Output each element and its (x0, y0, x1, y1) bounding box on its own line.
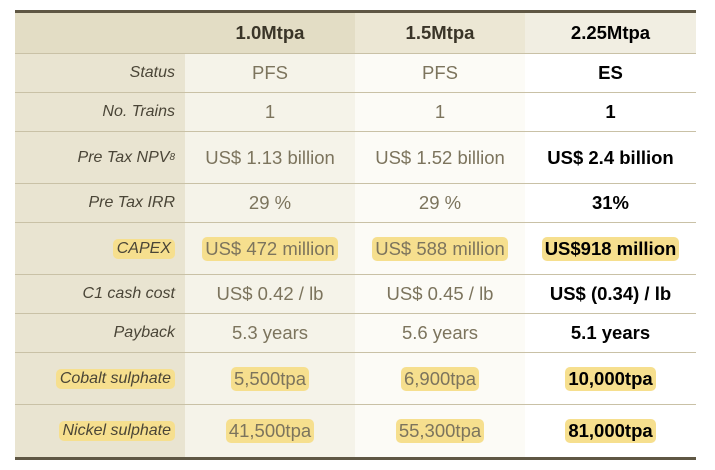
row-label: Pre Tax IRR (15, 184, 185, 222)
table-cell: 41,500tpa (185, 405, 355, 457)
row-label: No. Trains (15, 93, 185, 131)
table-cell: US$918 million (525, 223, 696, 274)
highlighted-label: Nickel sulphate (58, 421, 175, 441)
table-cell: US$ 1.52 billion (355, 132, 525, 183)
row-label: Status (15, 54, 185, 92)
table-cell: US$ (0.34) / lb (525, 275, 696, 313)
table-cell: ES (525, 54, 696, 92)
table-cell: 6,900tpa (355, 353, 525, 404)
table-cell: US$ 472 million (185, 223, 355, 274)
table-cell: 5.3 years (185, 314, 355, 352)
row-label: Nickel sulphate (15, 405, 185, 457)
table-row-capex: CAPEX US$ 472 million US$ 588 million US… (15, 223, 696, 275)
table-row-trains: No. Trains 1 1 1 (15, 93, 696, 132)
table-cell: 5,500tpa (185, 353, 355, 404)
column-header-1: 1.0Mtpa (185, 13, 355, 53)
table-row-irr: Pre Tax IRR 29 % 29 % 31% (15, 184, 696, 223)
table-cell: 1 (525, 93, 696, 131)
table-row-payback: Payback 5.3 years 5.6 years 5.1 years (15, 314, 696, 353)
header-corner (15, 13, 185, 53)
table-cell: 29 % (185, 184, 355, 222)
column-header-3: 2.25Mtpa (525, 13, 696, 53)
row-label-text: Pre Tax NPV (77, 148, 170, 166)
table-cell: PFS (355, 54, 525, 92)
highlighted-value: US$918 million (541, 236, 680, 261)
table-cell: 29 % (355, 184, 525, 222)
comparison-table: 1.0Mtpa 1.5Mtpa 2.25Mtpa Status PFS PFS … (15, 10, 696, 460)
table-cell: 1 (185, 93, 355, 131)
highlighted-value: 5,500tpa (230, 366, 309, 391)
table-row-c1-cost: C1 cash cost US$ 0.42 / lb US$ 0.45 / lb… (15, 275, 696, 314)
table-cell: 5.1 years (525, 314, 696, 352)
highlighted-value: 81,000tpa (565, 419, 656, 443)
table-row-nickel: Nickel sulphate 41,500tpa 55,300tpa 81,0… (15, 405, 696, 457)
highlighted-value: 55,300tpa (395, 419, 485, 443)
table-cell: 5.6 years (355, 314, 525, 352)
table-cell: 31% (525, 184, 696, 222)
table-row-cobalt: Cobalt sulphate 5,500tpa 6,900tpa 10,000… (15, 353, 696, 405)
row-label-subscript: 8 (169, 152, 175, 163)
highlighted-value: 10,000tpa (565, 366, 656, 391)
row-label: C1 cash cost (15, 275, 185, 313)
table-cell: US$ 2.4 billion (525, 132, 696, 183)
table-cell: 1 (355, 93, 525, 131)
table-cell: 10,000tpa (525, 353, 696, 404)
table-row-status: Status PFS PFS ES (15, 54, 696, 93)
table-cell: 55,300tpa (355, 405, 525, 457)
table-cell: US$ 0.42 / lb (185, 275, 355, 313)
highlighted-label: Cobalt sulphate (55, 368, 175, 389)
table-cell: PFS (185, 54, 355, 92)
table-cell: US$ 1.13 billion (185, 132, 355, 183)
highlighted-value: 41,500tpa (225, 419, 315, 443)
highlighted-label: CAPEX (112, 238, 175, 259)
row-label: CAPEX (15, 223, 185, 274)
table-row-npv: Pre Tax NPV 8 US$ 1.13 billion US$ 1.52 b… (15, 132, 696, 184)
table-header-row: 1.0Mtpa 1.5Mtpa 2.25Mtpa (15, 13, 696, 54)
row-label: Payback (15, 314, 185, 352)
highlighted-value: 6,900tpa (400, 366, 479, 391)
column-header-2: 1.5Mtpa (355, 13, 525, 53)
row-label: Cobalt sulphate (15, 353, 185, 404)
table-cell: 81,000tpa (525, 405, 696, 457)
table-cell: US$ 588 million (355, 223, 525, 274)
row-label: Pre Tax NPV 8 (15, 132, 185, 183)
highlighted-value: US$ 588 million (372, 236, 508, 261)
table-cell: US$ 0.45 / lb (355, 275, 525, 313)
highlighted-value: US$ 472 million (202, 236, 338, 261)
